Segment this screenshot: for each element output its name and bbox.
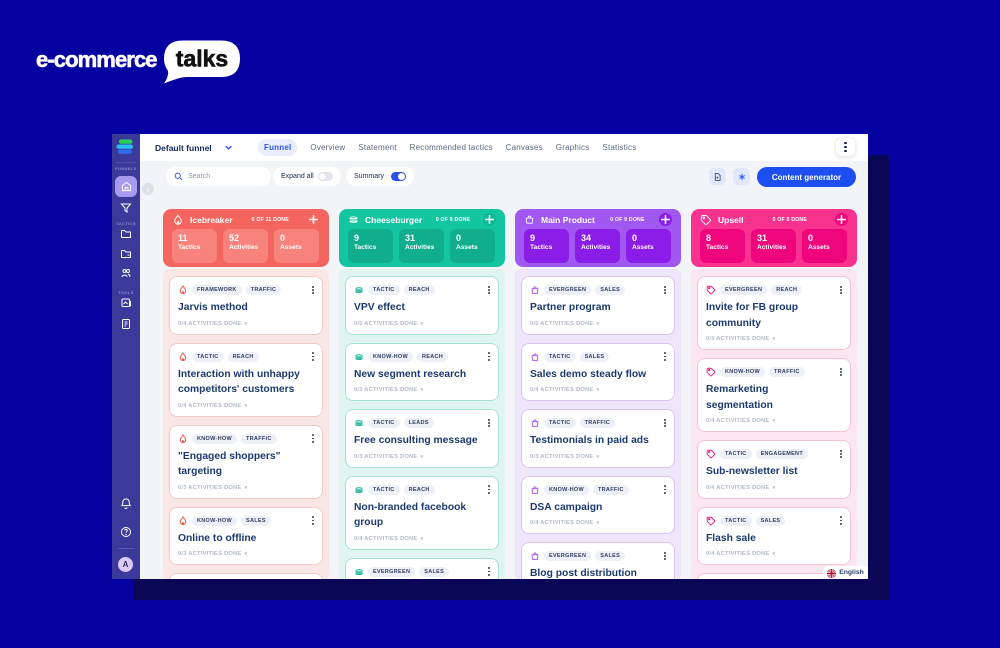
svg-text:talks: talks: [176, 46, 228, 72]
